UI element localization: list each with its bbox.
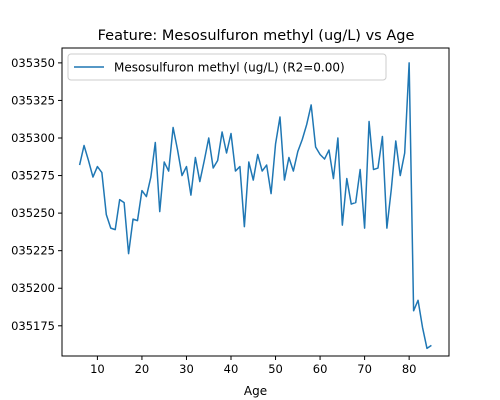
x-tick-label: 80 — [402, 362, 417, 376]
x-tick-label: 60 — [313, 362, 328, 376]
y-tick-label: 035325 — [11, 93, 55, 107]
plot-area — [62, 48, 449, 356]
y-tick-label: 035300 — [11, 131, 55, 145]
y-tick-label: 035350 — [11, 56, 55, 70]
y-tick-label: 035200 — [11, 281, 55, 295]
y-tick-label: 035250 — [11, 206, 55, 220]
x-tick-label: 30 — [179, 362, 194, 376]
x-tick-label: 50 — [268, 362, 283, 376]
chart-title: Feature: Mesosulfuron methyl (ug/L) vs A… — [98, 28, 415, 44]
y-tick-label: 035275 — [11, 169, 55, 183]
x-axis-label: Age — [244, 384, 267, 398]
y-tick-label: 035175 — [11, 319, 55, 333]
plot-frame — [61, 47, 450, 357]
legend-label: Mesosulfuron methyl (ug/L) (R2=0.00) — [114, 61, 345, 75]
axis-ticks: 10 20 30 40 50 60 70 80 035175 035200 035225 035250… — [11, 56, 416, 376]
x-tick-label: 20 — [135, 362, 150, 376]
x-tick-label: 70 — [357, 362, 372, 376]
series-lines — [78, 62, 432, 350]
x-tick-label: 10 — [90, 362, 105, 376]
legend-box — [67, 53, 387, 81]
legend: Mesosulfuron methyl (ug/L) (R2=0.00) — [67, 53, 387, 81]
series-line — [78, 62, 432, 350]
y-tick-label: 035225 — [11, 244, 55, 258]
x-tick-label: 40 — [224, 362, 239, 376]
